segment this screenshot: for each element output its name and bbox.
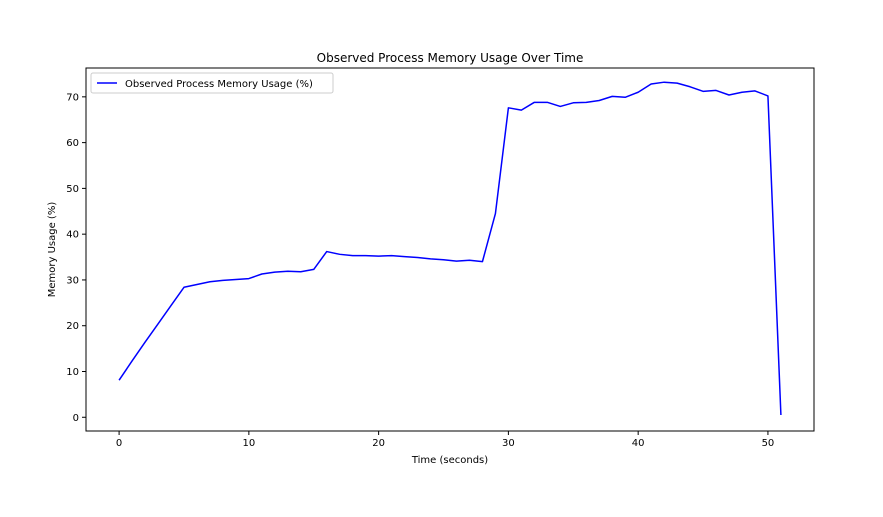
y-tick-label: 0 xyxy=(73,413,79,424)
y-tick-label: 60 xyxy=(66,138,79,149)
plot-frame xyxy=(85,67,815,432)
x-tick-label: 40 xyxy=(632,438,645,449)
y-tick-label: 30 xyxy=(66,275,79,286)
legend-box xyxy=(90,72,334,94)
legend-label: Observed Process Memory Usage (%) xyxy=(125,79,313,90)
x-tick-label: 20 xyxy=(372,438,385,449)
y-tick-label: 70 xyxy=(66,92,79,103)
series-line xyxy=(118,81,782,416)
legend: Observed Process Memory Usage (%) xyxy=(90,72,334,94)
y-tick-label: 10 xyxy=(66,367,79,378)
y-axis-label: Memory Usage (%) xyxy=(47,202,58,298)
x-tick-label: 10 xyxy=(242,438,255,449)
x-axis-label: Time (seconds) xyxy=(411,455,488,466)
y-tick-label: 20 xyxy=(66,321,79,332)
x-tick-label: 30 xyxy=(502,438,515,449)
y-tick-label: 50 xyxy=(66,184,79,195)
x-tick-label: 0 xyxy=(116,438,122,449)
chart-title: Observed Process Memory Usage Over Time xyxy=(317,51,584,65)
y-tick-label: 40 xyxy=(66,230,79,241)
x-tick-label: 50 xyxy=(762,438,775,449)
